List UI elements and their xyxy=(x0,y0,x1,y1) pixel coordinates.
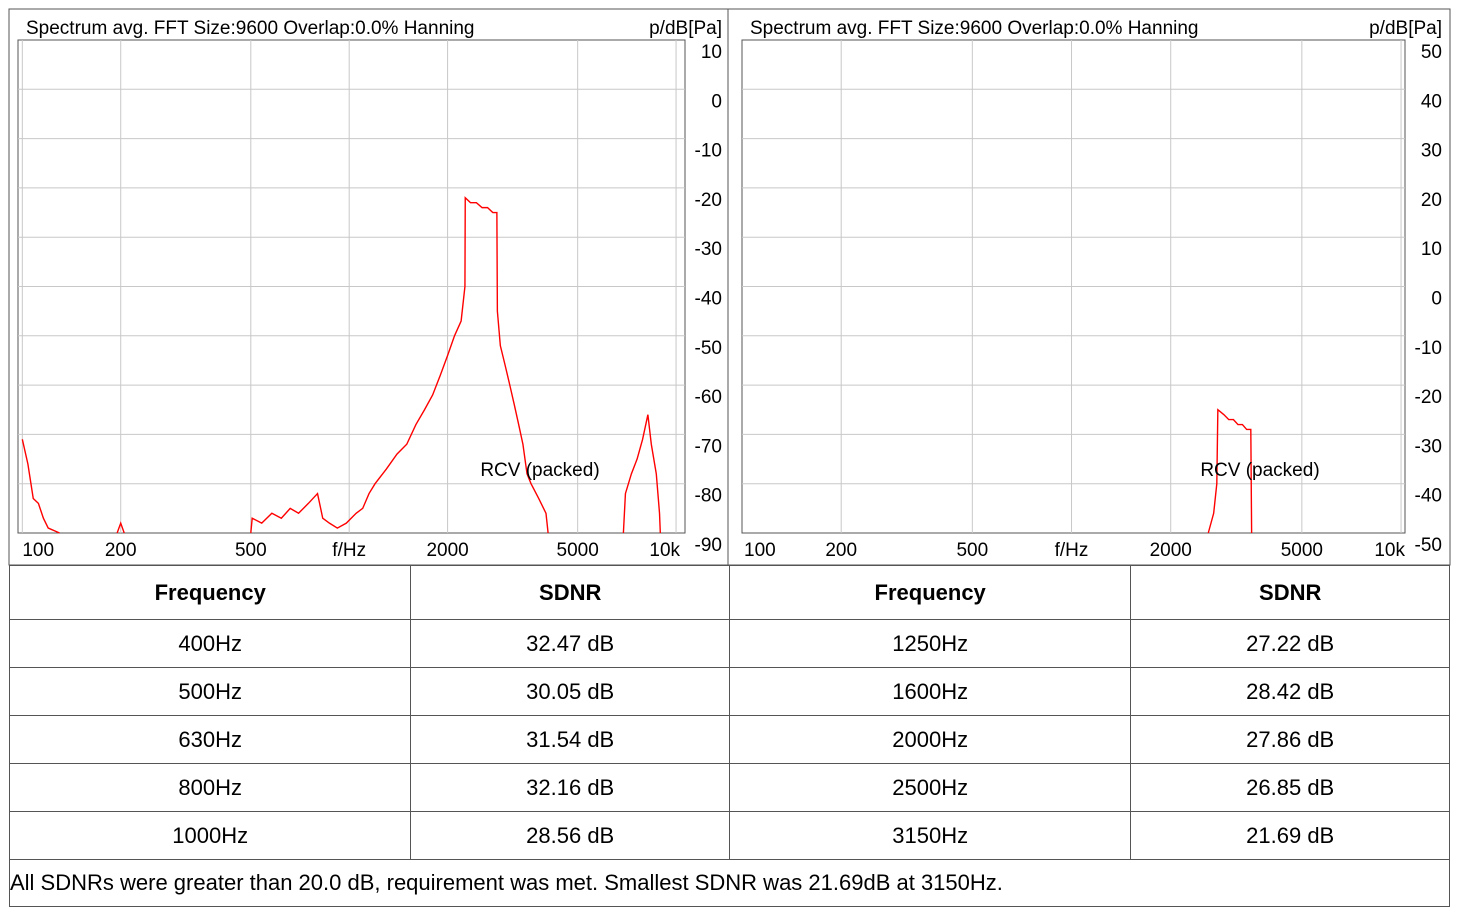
y-tick-label: 50 xyxy=(1421,42,1442,63)
charts: Spectrum avg. FFT Size:9600 Overlap:0.0%… xyxy=(8,8,1451,566)
x-tick-label: 100 xyxy=(22,540,54,561)
x-tick-label: 200 xyxy=(105,540,137,561)
table-cell: 1250Hz xyxy=(728,619,1132,668)
chart-title: Spectrum avg. FFT Size:9600 Overlap:0.0%… xyxy=(26,18,475,39)
x-tick-label: 10k xyxy=(649,540,680,561)
y-tick-label: -90 xyxy=(695,535,722,556)
x-tick-label: 5000 xyxy=(557,540,599,561)
y-tick-label: 40 xyxy=(1421,91,1442,112)
y-tick-label: -70 xyxy=(695,436,722,457)
table-row: 400Hz 32.47 dB 1250Hz 27.22 dB xyxy=(8,619,1450,668)
y-tick-label: -80 xyxy=(695,486,722,507)
table-cell: 1600Hz xyxy=(728,667,1132,716)
header-cell: SDNR xyxy=(410,565,730,620)
table-row: 1000Hz 28.56 dB 3150Hz 21.69 dB xyxy=(8,811,1450,860)
y-tick-label: -40 xyxy=(695,289,722,310)
x-tick-label: f/Hz xyxy=(332,540,366,561)
y-tick-label: -10 xyxy=(1415,338,1442,359)
table-cell: 31.54 dB xyxy=(410,715,730,764)
x-tick-label: f/Hz xyxy=(1055,540,1089,561)
table-cell: 28.42 dB xyxy=(1130,667,1450,716)
annotation: RCV (packed) xyxy=(1200,460,1319,481)
table-cell: 21.69 dB xyxy=(1130,811,1450,860)
table-cell: 2000Hz xyxy=(728,715,1132,764)
y-tick-label: 10 xyxy=(1421,239,1442,260)
table-cell: 30.05 dB xyxy=(410,667,730,716)
y-axis-label: p/dB[Pa] xyxy=(1369,18,1442,39)
y-tick-label: 30 xyxy=(1421,141,1442,162)
x-tick-label: 5000 xyxy=(1281,540,1323,561)
y-tick-label: -10 xyxy=(695,141,722,162)
x-tick-label: 500 xyxy=(956,540,988,561)
y-tick-label: -60 xyxy=(695,387,722,408)
x-tick-label: 2000 xyxy=(1150,540,1192,561)
x-tick-label: 500 xyxy=(235,540,267,561)
table-cell: 630Hz xyxy=(8,715,412,764)
y-tick-label: 20 xyxy=(1421,190,1442,211)
x-tick-label: 100 xyxy=(744,540,776,561)
footer-row: All SDNRs were greater than 20.0 dB, req… xyxy=(9,859,1450,907)
table-cell: 32.16 dB xyxy=(410,763,730,812)
table-cell: 800Hz xyxy=(8,763,412,812)
table-cell: 500Hz xyxy=(8,667,412,716)
y-tick-label: -20 xyxy=(1415,387,1442,408)
y-tick-label: -40 xyxy=(1415,486,1442,507)
spectrum-line xyxy=(1207,408,1253,534)
y-axis-label: p/dB[Pa] xyxy=(649,18,722,39)
table-cell: 32.47 dB xyxy=(410,619,730,668)
annotation: RCV (packed) xyxy=(480,460,599,481)
header-cell: SDNR xyxy=(1130,565,1450,620)
spectrum-line xyxy=(21,196,662,534)
table-cell: 2500Hz xyxy=(728,763,1132,812)
y-tick-label: -20 xyxy=(695,190,722,211)
table-cell: 27.22 dB xyxy=(1130,619,1450,668)
y-tick-label: -30 xyxy=(1415,436,1442,457)
table-cell: 27.86 dB xyxy=(1130,715,1450,764)
table-cell: 1000Hz xyxy=(8,811,412,860)
header-cell: Frequency xyxy=(8,565,412,620)
footer-note: All SDNRs were greater than 20.0 dB, req… xyxy=(9,859,1450,907)
x-tick-label: 200 xyxy=(825,540,857,561)
table-cell: 26.85 dB xyxy=(1130,763,1450,812)
table-row: 630Hz 31.54 dB 2000Hz 27.86 dB xyxy=(8,715,1450,764)
y-tick-label: 0 xyxy=(1431,289,1442,310)
header-cell: Frequency xyxy=(728,565,1132,620)
y-tick-label: 10 xyxy=(701,42,722,63)
table-body: 400Hz 32.47 dB 1250Hz 27.22 dB 500Hz 30.05 dB… xyxy=(8,619,1450,907)
header-row: Frequency SDNR Frequency SDNR xyxy=(8,565,1450,620)
table-cell: 400Hz xyxy=(8,619,412,668)
table-row: 800Hz 32.16 dB 2500Hz 26.85 dB xyxy=(8,763,1450,812)
y-tick-label: -30 xyxy=(695,239,722,260)
x-tick-label: 2000 xyxy=(426,540,468,561)
table-row: 500Hz 30.05 dB 1600Hz 28.42 dB xyxy=(8,667,1450,716)
x-tick-label: 10k xyxy=(1374,540,1405,561)
y-tick-label: -50 xyxy=(1415,535,1442,556)
table-cell: 3150Hz xyxy=(728,811,1132,860)
table-cell: 28.56 dB xyxy=(410,811,730,860)
chart-title: Spectrum avg. FFT Size:9600 Overlap:0.0%… xyxy=(750,18,1199,39)
y-tick-label: 0 xyxy=(711,91,722,112)
sdnr-table: Frequency SDNR Frequency SDNR 400Hz 32.47 dB… xyxy=(8,565,1450,907)
y-tick-label: -50 xyxy=(695,338,722,359)
